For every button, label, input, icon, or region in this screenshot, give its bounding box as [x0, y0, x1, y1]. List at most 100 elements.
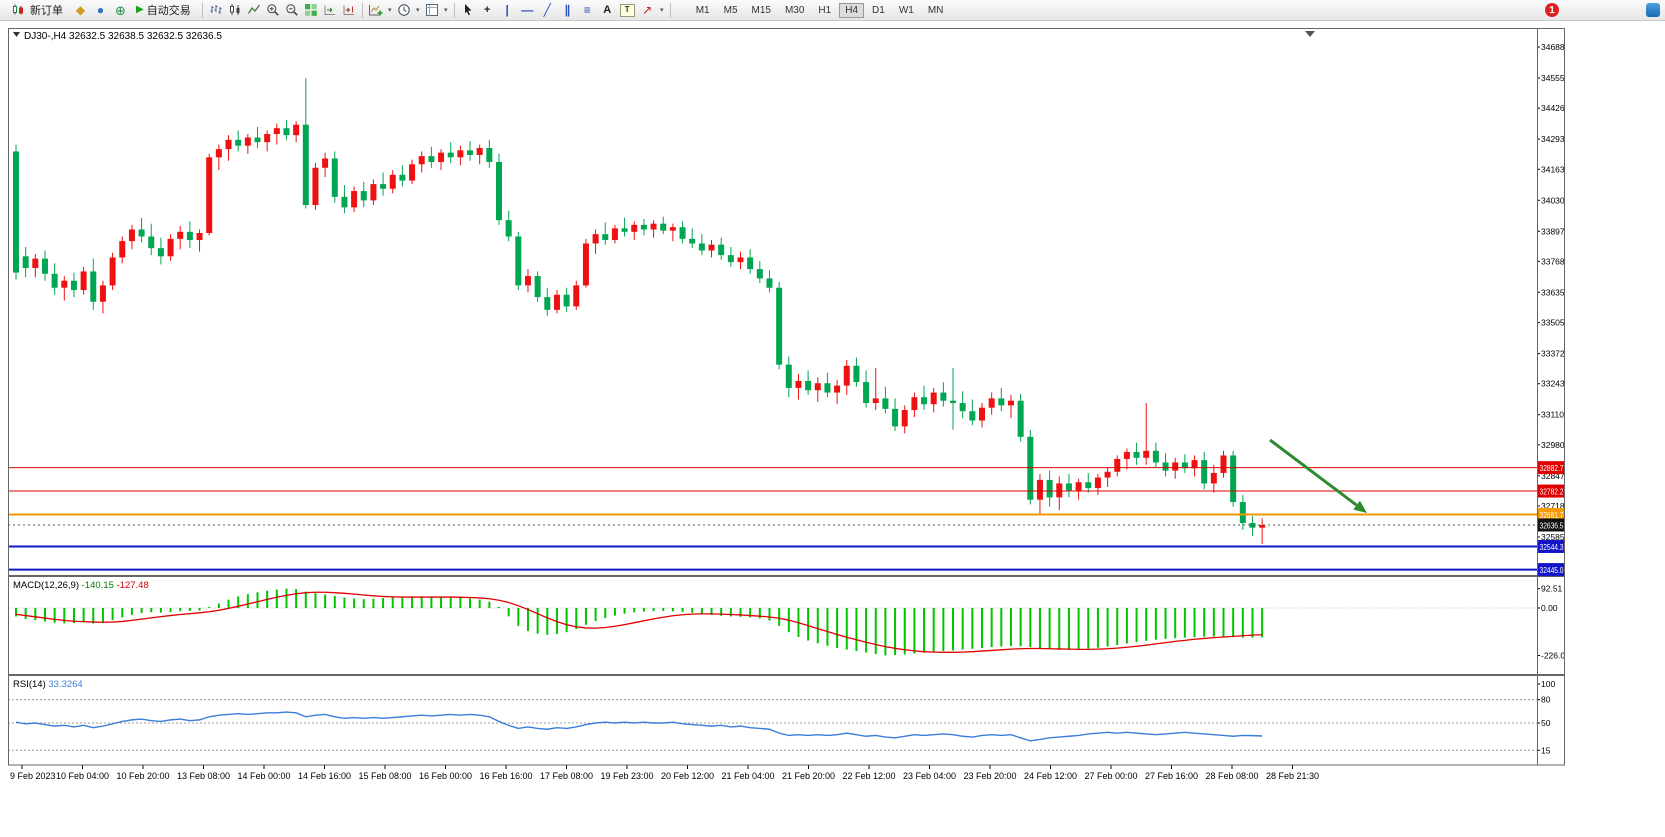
notification-badge[interactable]: 1 [1545, 3, 1559, 17]
timeframe-button-m5[interactable]: M5 [723, 4, 738, 16]
time-axis-label: 27 Feb 00:00 [1084, 771, 1137, 781]
new-order-button[interactable]: 新订单 [4, 0, 70, 21]
macd-signal-line [15, 591, 1263, 653]
vertical-line-icon[interactable]: | [505, 3, 509, 17]
auto-trading-label: 自动交易 [146, 4, 191, 17]
rsi-line [15, 711, 1263, 742]
price-axis-label: 33635.5 [1541, 287, 1565, 297]
candlestick-series [13, 78, 1266, 544]
auto-trading-button[interactable]: ▶ 自动交易 [131, 0, 198, 21]
price-axis-label: 32585.0 [1541, 532, 1565, 542]
price-badge-label: 32782.2 [1540, 487, 1564, 497]
equidistant-channel-icon[interactable]: ∥ [564, 3, 571, 17]
price-axis-label: 33897.5 [1541, 226, 1565, 236]
price-axis-label: 33110.0 [1541, 410, 1565, 420]
tray-icon[interactable] [1646, 3, 1660, 17]
timeframe-clock-icon[interactable] [395, 2, 413, 18]
price-axis-label: 33243.0 [1541, 379, 1565, 389]
price-axis-label: 33372.5 [1541, 349, 1565, 359]
timeframe-button-h4[interactable]: H4 [839, 2, 865, 18]
arrows-caret-icon[interactable]: ▾ [659, 7, 664, 14]
price-axis-label: 33768.0 [1541, 256, 1565, 266]
text-label-glyph: T [619, 3, 635, 17]
price-badge [1538, 507, 1564, 521]
time-axis-label: 24 Feb 12:00 [1024, 771, 1077, 781]
price-axis-label: 34555.5 [1541, 73, 1565, 83]
text-icon[interactable]: A [603, 3, 612, 16]
timeframe-button-m15[interactable]: M15 [751, 4, 771, 16]
chart-shift-icon[interactable] [340, 2, 358, 18]
line-chart-icon[interactable] [245, 2, 263, 18]
add-indicator-icon[interactable] [367, 2, 385, 18]
auto-scroll-icon[interactable] [321, 2, 339, 18]
arrow-annotation[interactable] [1269, 438, 1358, 507]
price-axis-label: 34426.0 [1541, 103, 1565, 113]
toolbar-separator [453, 2, 455, 18]
main-toolbar: 新订单 ◆ ● ⊕ ▶ 自动交易 ▾ ▾ ▾ + | — ╱ ∥ ≡ A T ↗… [0, 0, 1665, 21]
time-axis-label: 14 Feb 00:00 [237, 771, 290, 781]
rsi-axis-label: 50 [1541, 718, 1551, 728]
timeframe-toolbar: M1 M5 M15 M30 H1 H4 D1 W1 MN [689, 2, 951, 18]
candlestick-chart-icon[interactable] [226, 2, 244, 18]
time-axis-label: 10 Feb 04:00 [56, 771, 109, 781]
macd-axis-label: 92.51 [1541, 584, 1563, 594]
chart-shift-marker[interactable] [1305, 31, 1315, 37]
crosshair-icon[interactable]: + [483, 3, 491, 16]
template-caret-icon[interactable]: ▾ [443, 7, 448, 14]
arrow-annotation-head [1353, 500, 1367, 513]
timeframe-caret-icon[interactable]: ▾ [415, 7, 420, 14]
timeframe-button-w1[interactable]: W1 [898, 4, 914, 16]
timeframe-button-mn[interactable]: MN [927, 4, 944, 16]
community-icon[interactable]: ● [96, 3, 105, 17]
macd-axis-label: -226.03 [1541, 650, 1565, 660]
price-axis-label: 32980.5 [1541, 440, 1565, 450]
zoom-in-icon[interactable] [264, 2, 282, 18]
time-axis-label: 28 Feb 08:00 [1205, 771, 1258, 781]
chart-title: DJ30-,H4 32632.5 32638.5 32632.5 32636.5 [13, 31, 222, 42]
timeframe-button-d1[interactable]: D1 [872, 4, 885, 16]
price-axis-label: 33505.5 [1541, 318, 1565, 328]
time-axis-label: 17 Feb 08:00 [540, 771, 593, 781]
price-badge-label: 32882.7 [1540, 463, 1564, 473]
time-axis-label: 13 Feb 08:00 [177, 771, 230, 781]
collapse-triangle-icon[interactable] [13, 32, 20, 37]
text-label-icon[interactable]: T [618, 2, 637, 19]
new-order-label: 新订单 [30, 4, 63, 17]
price-axis-label: 34293.0 [1541, 134, 1565, 144]
timeframe-button-m1[interactable]: M1 [695, 4, 710, 16]
template-icon[interactable] [423, 2, 441, 18]
add-indicator-caret-icon[interactable]: ▾ [387, 7, 392, 14]
arrows-icon[interactable]: ↗ [642, 3, 653, 17]
metaeditor-icon[interactable]: ◆ [75, 3, 86, 17]
price-badge [1538, 461, 1564, 475]
time-axis-label: 16 Feb 00:00 [419, 771, 472, 781]
time-axis-label: 27 Feb 16:00 [1145, 771, 1198, 781]
price-axis-label: 32847.5 [1541, 471, 1565, 481]
tile-windows-icon[interactable] [302, 2, 320, 18]
cursor-icon[interactable] [459, 2, 477, 18]
web-icon[interactable]: ⊕ [115, 2, 126, 18]
toolbar-separator [669, 2, 671, 18]
price-badge [1538, 539, 1564, 553]
timeframe-button-m30[interactable]: M30 [784, 4, 805, 16]
chart-canvas[interactable]: 34688.5 34555.5 34426.0 34293.0 34163.5 34030… [8, 28, 1565, 785]
time-axis-label: 19 Feb 23:00 [600, 771, 653, 781]
price-badge [1538, 563, 1564, 577]
time-axis-label: 16 Feb 16:00 [479, 771, 532, 781]
time-axis-label: 22 Feb 12:00 [842, 771, 895, 781]
bars-chart-icon[interactable] [207, 2, 225, 18]
price-axis-label: 32718.0 [1541, 501, 1565, 511]
rsi-label: RSI(14) 33.3264 [13, 679, 83, 690]
play-icon: ▶ [136, 4, 144, 15]
timeframe-button-h1[interactable]: H1 [818, 4, 832, 16]
price-badge-label: 32636.5 [1540, 520, 1564, 530]
time-axis-label: 28 Feb 21:30 [1266, 771, 1319, 781]
zoom-out-icon[interactable] [283, 2, 301, 18]
fibonacci-icon[interactable]: ≡ [583, 3, 591, 17]
time-axis-label: 9 Feb 2023 [10, 771, 56, 781]
time-axis-label: 20 Feb 12:00 [661, 771, 714, 781]
price-axis-label: 34030.5 [1541, 195, 1565, 205]
horizontal-line-icon[interactable]: — [521, 3, 534, 17]
time-axis-label: 23 Feb 20:00 [963, 771, 1016, 781]
trendline-icon[interactable]: ╱ [543, 3, 551, 17]
